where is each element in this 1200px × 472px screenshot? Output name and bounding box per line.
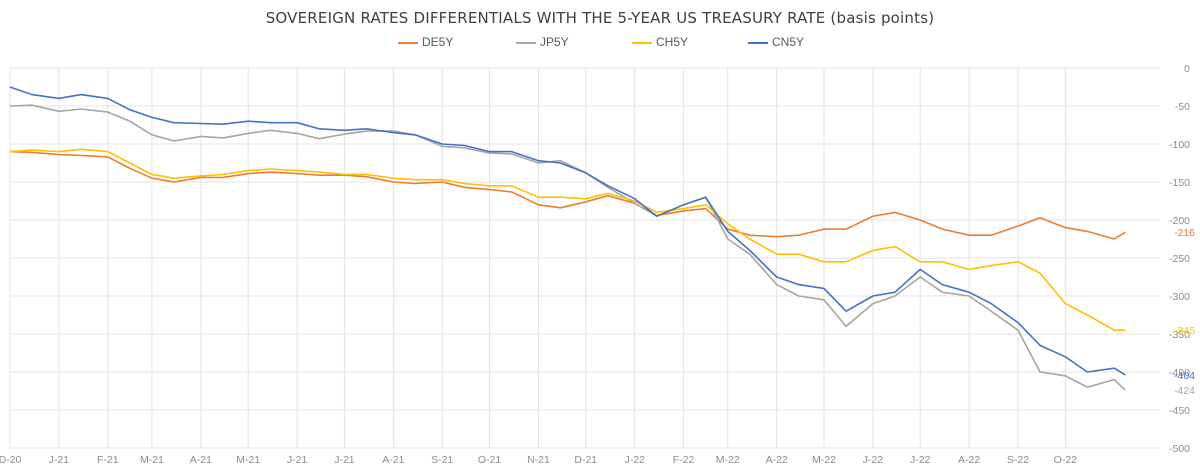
legend-swatch	[632, 42, 652, 44]
y-tick-label: -50	[1175, 101, 1190, 113]
end-label-jp5y: -424	[1174, 385, 1195, 397]
end-label-ch5y: -345	[1174, 325, 1195, 337]
series-line-jp5y	[9, 104, 1126, 391]
x-tick-label: S-21	[431, 454, 453, 466]
legend: DE5Y JP5Y CH5Y CN5Y	[0, 35, 1200, 53]
x-tick-label: D-20	[0, 454, 22, 466]
y-tick-label: -400	[1169, 367, 1190, 379]
y-tick-label: -200	[1169, 215, 1190, 227]
x-tick-label: F-22	[673, 454, 695, 466]
x-tick-label: M-21	[236, 454, 260, 466]
legend-label: DE5Y	[422, 35, 454, 49]
x-tick-label: J-22	[863, 454, 884, 466]
x-tick-label: A-22	[958, 454, 980, 466]
legend-label: CH5Y	[656, 35, 689, 49]
x-tick-label: O-21	[478, 454, 502, 466]
y-tick-label: -350	[1169, 329, 1190, 341]
end-label-de5y: -216	[1174, 227, 1195, 239]
x-tick-label: J-21	[49, 454, 70, 466]
legend-label: JP5Y	[540, 35, 569, 49]
legend-swatch	[516, 42, 536, 44]
x-tick-label: J-21	[287, 454, 308, 466]
x-tick-label: N-21	[527, 454, 550, 466]
x-tick-label: A-21	[190, 454, 212, 466]
x-tick-label: A-22	[766, 454, 788, 466]
series-line-de5y	[9, 150, 1126, 240]
x-tick-label: M-22	[812, 454, 836, 466]
chart-title: SOVEREIGN RATES DIFFERENTIALS WITH THE 5…	[265, 9, 935, 27]
y-tick-label: -300	[1169, 291, 1190, 303]
y-tick-label: -500	[1169, 443, 1190, 455]
x-tick-label: A-21	[382, 454, 404, 466]
y-tick-label: -250	[1169, 253, 1190, 265]
x-tick-label: M-22	[716, 454, 740, 466]
x-tick-label: J-21	[334, 454, 355, 466]
series-line-ch5y	[9, 148, 1126, 332]
series-line-cn5y	[9, 86, 1126, 376]
x-tick-label: F-21	[97, 454, 119, 466]
legend-swatch	[398, 42, 418, 44]
y-tick-label: -450	[1169, 405, 1190, 417]
legend-swatch	[748, 42, 768, 44]
x-tick-label: S-22	[1007, 454, 1029, 466]
x-tick-label: J-22	[624, 454, 645, 466]
x-tick-label: O-22	[1054, 454, 1078, 466]
x-tick-label: D-21	[574, 454, 597, 466]
y-tick-label: -100	[1169, 139, 1190, 151]
x-tick-label: M-21	[140, 454, 164, 466]
y-tick-label: 0	[1184, 63, 1190, 75]
legend-label: CN5Y	[772, 35, 805, 49]
end-label-cn5y: -404	[1174, 370, 1195, 382]
x-tick-label: J-22	[910, 454, 931, 466]
y-tick-label: -150	[1169, 177, 1190, 189]
